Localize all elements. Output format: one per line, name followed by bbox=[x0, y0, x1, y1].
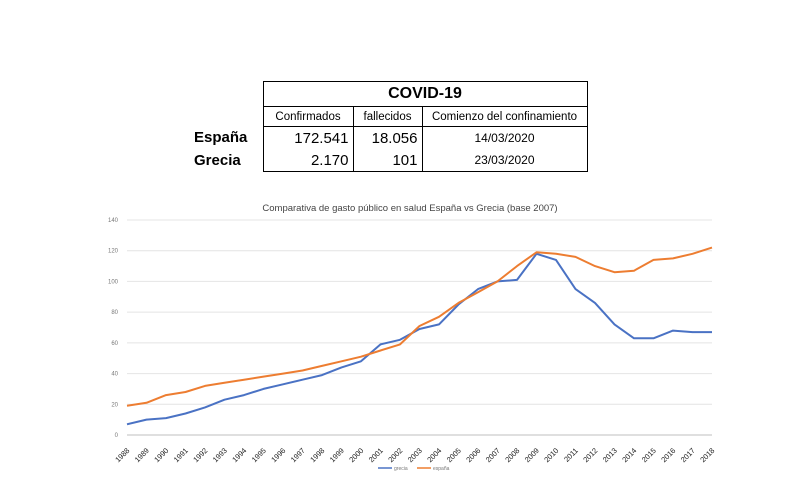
header-confirmados: Confirmados bbox=[262, 106, 354, 127]
y-axis-ticks: 0 20 40 60 80 100 120 140 bbox=[108, 218, 119, 439]
x-tick-label: 2011 bbox=[562, 446, 580, 464]
x-tick-label: 1999 bbox=[328, 446, 346, 464]
y-tick-label: 80 bbox=[111, 310, 118, 316]
x-tick-label: 1993 bbox=[211, 446, 229, 464]
x-tick-label: 2003 bbox=[406, 446, 424, 464]
y-tick-label: 60 bbox=[111, 341, 118, 347]
x-tick-label: 2012 bbox=[581, 446, 599, 464]
covid-table: COVID-19 Confirmados fallecidos Comienzo… bbox=[191, 81, 588, 172]
y-tick-label: 20 bbox=[111, 402, 118, 408]
x-tick-label: 2010 bbox=[542, 446, 560, 464]
x-tick-label: 1996 bbox=[269, 446, 287, 464]
x-tick-label: 1992 bbox=[191, 446, 209, 464]
chart-title: Comparativa de gasto público en salud Es… bbox=[262, 203, 557, 214]
x-tick-label: 2001 bbox=[367, 446, 385, 464]
table-title: COVID-19 bbox=[262, 81, 588, 107]
x-tick-label: 1988 bbox=[113, 446, 131, 464]
row-label-country: Grecia bbox=[194, 151, 241, 169]
series-line-grecia bbox=[126, 252, 712, 426]
x-tick-label: 1995 bbox=[250, 446, 268, 464]
x-tick-label: 2005 bbox=[445, 446, 463, 464]
x-tick-label: 2015 bbox=[640, 446, 658, 464]
header-confinamiento: Comienzo del confinamiento bbox=[421, 106, 588, 127]
x-tick-label: 1998 bbox=[308, 446, 326, 464]
x-tick-label: 2000 bbox=[347, 446, 365, 464]
x-tick-label: 1994 bbox=[230, 446, 248, 464]
x-tick-label: 2013 bbox=[601, 446, 619, 464]
x-tick-label: 2002 bbox=[386, 446, 404, 464]
legend-label: españa bbox=[433, 466, 450, 472]
x-tick-label: 2016 bbox=[659, 446, 677, 464]
cell-confinamiento: 14/03/2020 bbox=[422, 126, 588, 149]
legend-label: grecia bbox=[394, 466, 408, 472]
gridlines bbox=[127, 219, 712, 436]
x-axis-ticks: 1988 1989 1990 1991 1992 1993 1994 1995 1996 1997… bbox=[113, 446, 716, 464]
series-lines bbox=[126, 246, 713, 426]
y-tick-label: 40 bbox=[111, 372, 118, 378]
x-tick-label: 2014 bbox=[620, 446, 638, 464]
x-tick-label: 2004 bbox=[425, 446, 443, 464]
x-tick-label: 2018 bbox=[698, 446, 716, 464]
table-row: España 172.541 18.056 14/03/2020 bbox=[191, 126, 588, 149]
x-tick-label: 2006 bbox=[464, 446, 482, 464]
cell-fallecidos: 101 bbox=[352, 149, 423, 172]
legend: grecia españa bbox=[378, 466, 450, 472]
x-tick-label: 2008 bbox=[503, 446, 521, 464]
cell-confinamiento: 23/03/2020 bbox=[422, 149, 588, 172]
x-tick-label: 1991 bbox=[172, 446, 190, 464]
y-tick-label: 100 bbox=[108, 279, 119, 285]
table-row: Grecia 2.170 101 23/03/2020 bbox=[191, 149, 588, 172]
y-tick-label: 0 bbox=[115, 433, 119, 439]
series-line-españa bbox=[126, 246, 713, 407]
x-tick-label: 2009 bbox=[523, 446, 541, 464]
row-label-country: España bbox=[194, 129, 248, 147]
x-tick-label: 2017 bbox=[679, 446, 697, 464]
cell-fallecidos: 18.056 bbox=[352, 126, 423, 149]
x-tick-label: 2007 bbox=[484, 446, 502, 464]
y-tick-label: 120 bbox=[108, 249, 119, 255]
y-tick-label: 140 bbox=[108, 218, 119, 224]
x-tick-label: 1990 bbox=[152, 446, 170, 464]
cell-confirmados: 2.170 bbox=[262, 149, 354, 172]
x-tick-label: 1997 bbox=[289, 446, 307, 464]
x-tick-label: 1989 bbox=[133, 446, 151, 464]
